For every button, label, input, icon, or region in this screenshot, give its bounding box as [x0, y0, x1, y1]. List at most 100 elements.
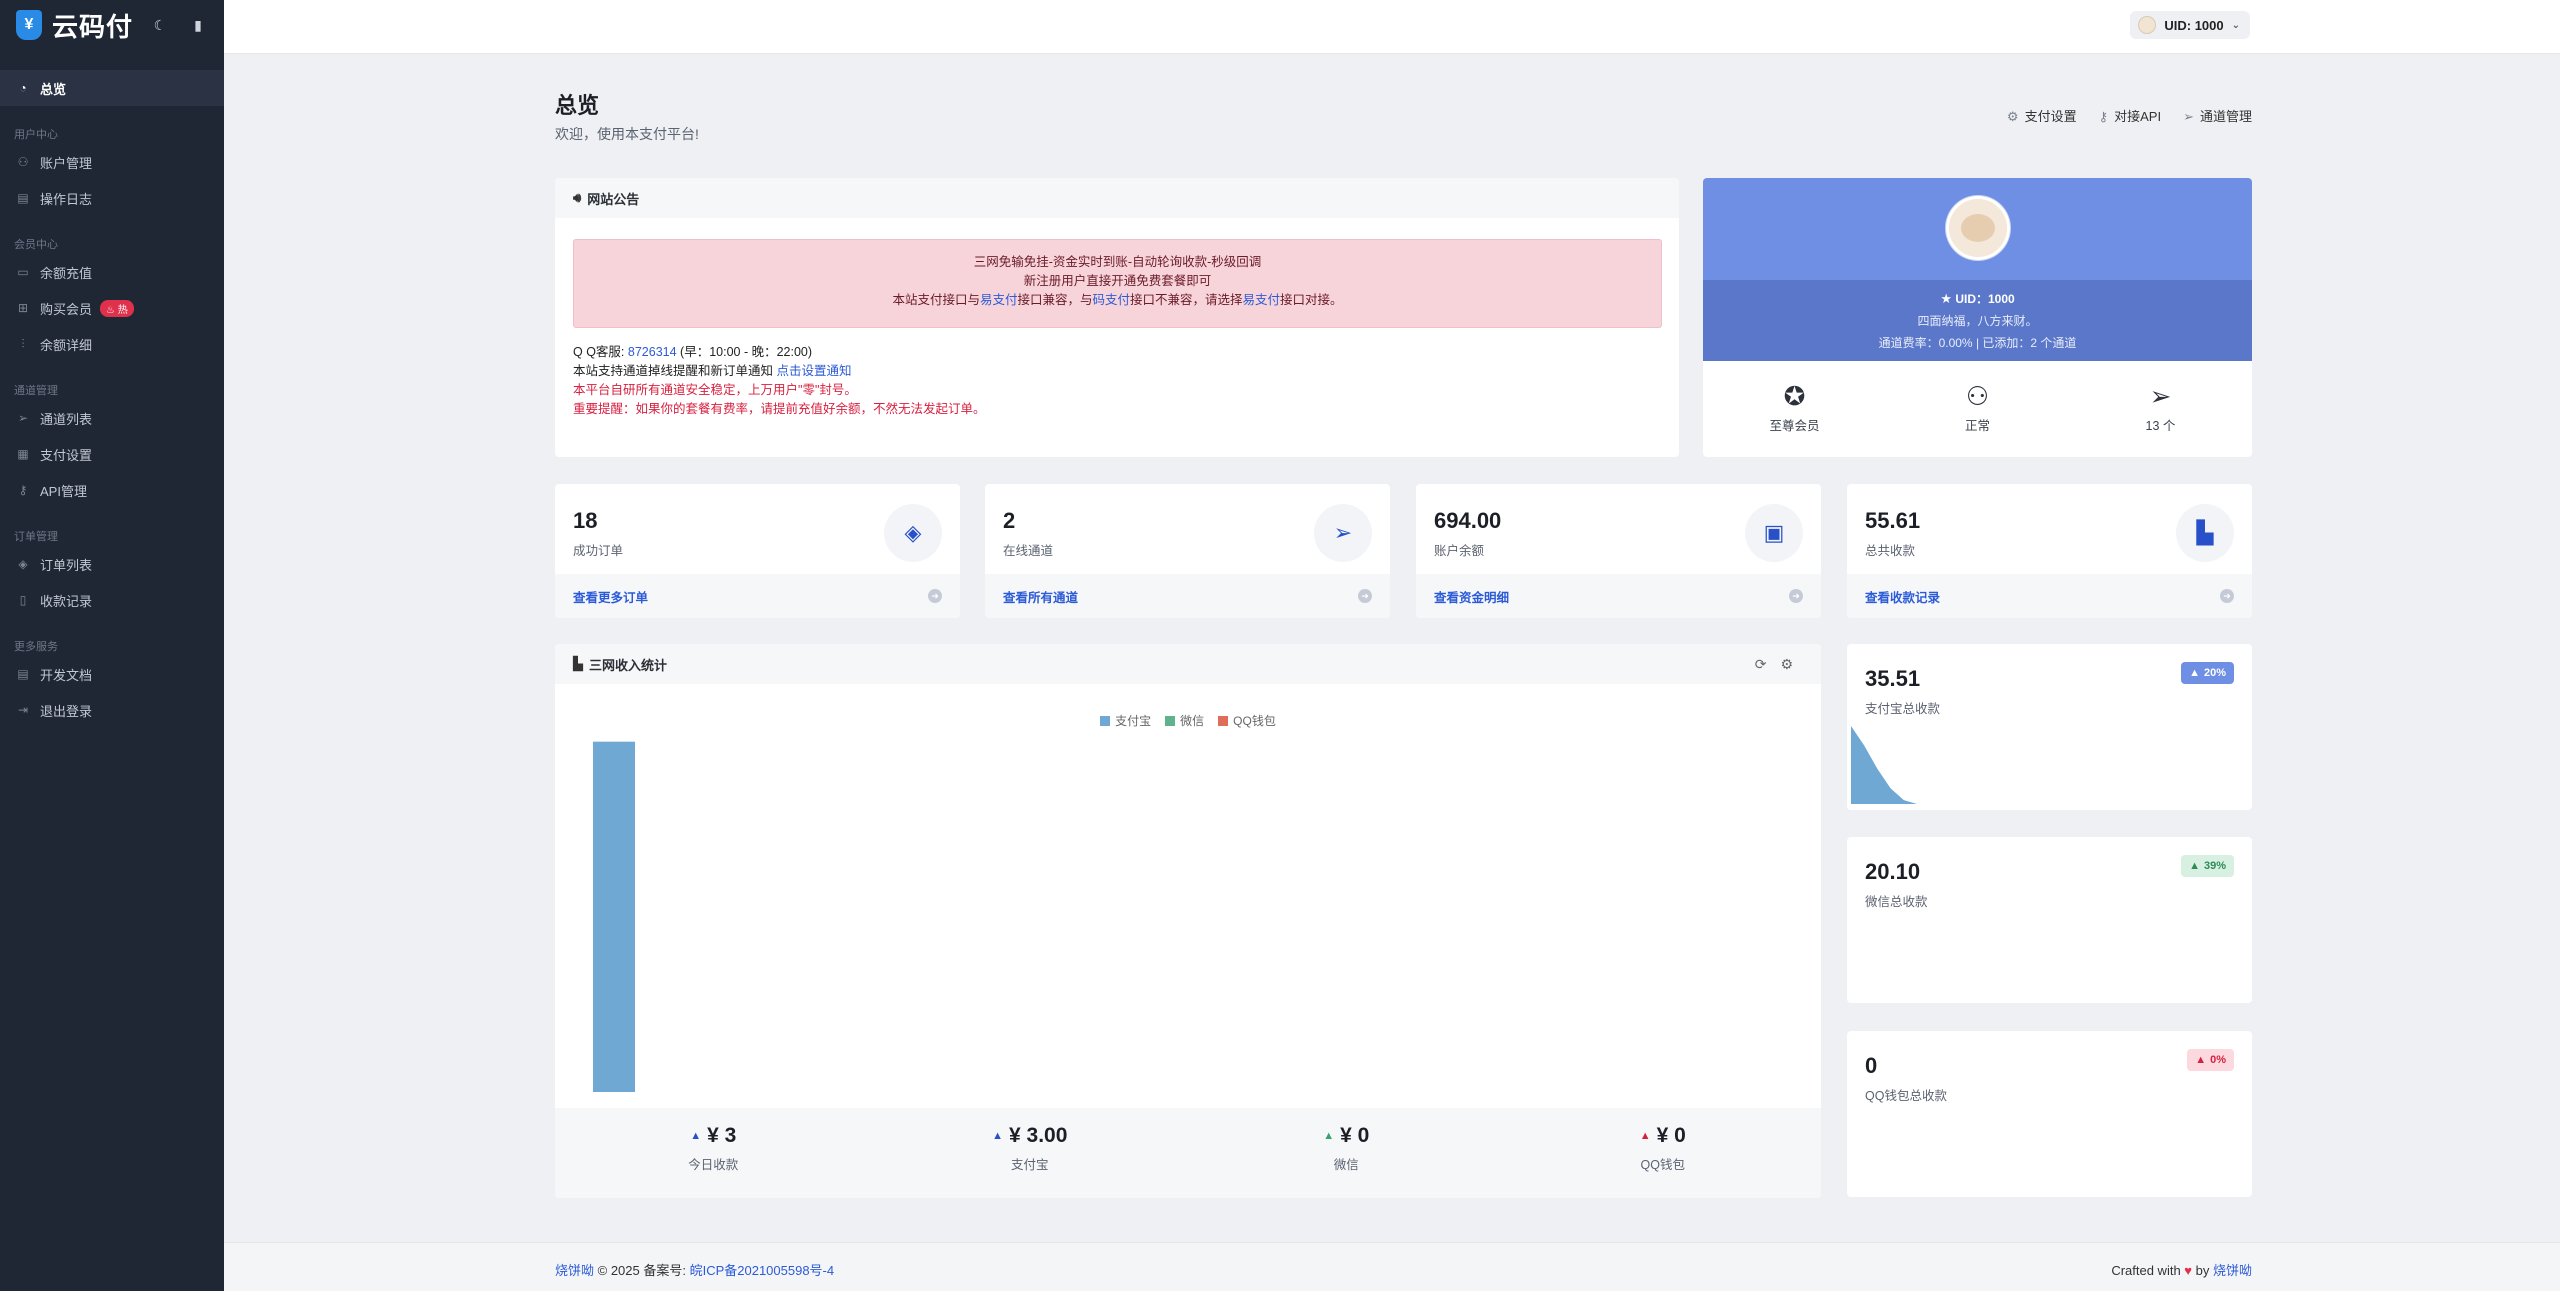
sidebar-item-docs[interactable]: ▤ 开发文档 — [0, 656, 224, 692]
trend-badge: ▲ 20% — [2181, 662, 2234, 684]
sidebar-item-pay-settings[interactable]: ▦ 支付设置 — [0, 436, 224, 472]
epay-link[interactable]: 易支付 — [979, 293, 1018, 307]
diamond-icon: ◈ — [884, 504, 942, 562]
sparkline-area — [1851, 726, 1917, 804]
award-icon: ✪ — [1783, 381, 1806, 411]
page-title: 总览 — [555, 93, 600, 118]
mini-label: QQ钱包总收款 — [1865, 1089, 1947, 1103]
stat-link[interactable]: 查看更多订单 ➜ — [555, 574, 960, 618]
sidebar-item-api[interactable]: ⚷ API管理 — [0, 472, 224, 508]
arrow-up-icon: ▲ — [1639, 1130, 1651, 1142]
sidebar-item-buy-vip[interactable]: ⊞ 购买会员 ♨ 热 — [0, 290, 224, 326]
sidebar-section-title: 订单管理 — [14, 531, 58, 543]
profile-motto: 四面纳福，八方来财。 — [1917, 314, 2038, 328]
sidebar-item-account[interactable]: ⚇ 账户管理 — [0, 144, 224, 180]
epay-link[interactable]: 易支付 — [1242, 293, 1281, 307]
sidebar-item-log[interactable]: ▤ 操作日志 — [0, 180, 224, 216]
notify-settings-link[interactable]: 点击设置通知 — [776, 364, 852, 378]
stat-body: 55.61 总共收款 ▙ — [1847, 484, 2252, 574]
layers-icon: ◈ — [18, 557, 28, 571]
legend-item[interactable]: 微信 — [1165, 712, 1204, 729]
mini-label: 微信总收款 — [1865, 895, 1928, 909]
user-menu-button[interactable]: UID: 1000 ⌄ — [2130, 11, 2250, 39]
mini-value: 20.10 — [1865, 859, 1921, 884]
sidebar-item-overview[interactable]: ◔ 总览 — [0, 70, 224, 106]
stat-link[interactable]: 查看所有通道 ➜ — [985, 574, 1390, 618]
sidebar-item-label: 余额详细 — [40, 337, 93, 353]
send-icon: ➢ — [1314, 504, 1372, 562]
book-icon: ▯ — [19, 593, 27, 607]
notice-line: 新注册用户直接开通免费套餐即可 — [1023, 274, 1212, 288]
legend-item[interactable]: 支付宝 — [1100, 712, 1151, 729]
qq-support-line: Q Q客服: 8726314 (早：10:00 - 晚：22:00) — [573, 345, 813, 359]
stat-value: 694.00 — [1434, 508, 1502, 533]
doc-icon: ▤ — [17, 667, 29, 681]
profile-banner — [1703, 178, 2252, 280]
chart-title: 三网收入统计 — [589, 657, 668, 673]
sidebar-item-label: 收款记录 — [40, 593, 93, 609]
legend-label: 支付宝 — [1115, 714, 1152, 728]
footer-left: 烧饼呦 © 2025 备案号: 皖ICP备2021005598号-4 — [555, 1263, 835, 1278]
stat-body: 18 成功订单 ◈ — [555, 484, 960, 574]
profile-stat-status[interactable]: ⚇ 正常 — [1964, 381, 1990, 433]
stat-card-orders: 18 成功订单 ◈ 查看更多订单 ➜ — [555, 484, 960, 618]
stat-body: 694.00 账户余额 ▣ — [1416, 484, 1821, 574]
profile-stat-level[interactable]: ✪ 至尊会员 — [1769, 381, 1820, 433]
mini-card-alipay: 35.51 支付宝总收款 ▲ 20% — [1847, 644, 2252, 810]
sidebar-item-label: API管理 — [40, 483, 87, 499]
send-icon: ➢ — [2183, 109, 2194, 124]
quick-link-pay-settings[interactable]: ⚙ 支付设置 — [2006, 109, 2077, 124]
summary-alipay: ▲ ¥ 3.00 支付宝 — [872, 1108, 1189, 1198]
mini-value: 0 — [1865, 1053, 1878, 1078]
bar-支付宝[interactable] — [593, 741, 635, 1092]
hot-badge: ♨ 热 — [100, 299, 134, 317]
stat-label: 账户余额 — [1434, 544, 1485, 558]
chart-header: ▙ 三网收入统计 — [555, 644, 1821, 684]
sidebar-section-title: 会员中心 — [14, 239, 58, 251]
summary-label: QQ钱包 — [1640, 1158, 1685, 1172]
stat-value: 55.61 — [1865, 508, 1921, 533]
sidebar-item-label: 开发文档 — [40, 667, 93, 683]
mini-value: 35.51 — [1865, 666, 1921, 691]
arrow-up-icon: ▲ — [1323, 1130, 1335, 1142]
avatar-face — [1960, 214, 1995, 242]
chevron-down-icon: ⌄ — [2231, 19, 2240, 31]
author-link[interactable]: 烧饼呦 — [2212, 1263, 2252, 1278]
brand-logo-icon[interactable]: ¥ — [16, 10, 42, 40]
mini-label: 支付宝总收款 — [1865, 702, 1941, 716]
uid-label: UID: 1000 — [2164, 17, 2224, 33]
trend-badge: ▲ 0% — [2187, 1049, 2234, 1071]
quick-link-api[interactable]: ⚷ 对接API — [2098, 109, 2162, 124]
profile-info: ★ UID：1000 四面纳福，八方来财。 通道费率：0.00% | 已添加：2… — [1703, 280, 2252, 361]
footer-brand-link[interactable]: 烧饼呦 — [555, 1263, 595, 1278]
sidebar-item-balance-detail[interactable]: ⫶ 余额详细 — [0, 326, 224, 362]
summary-label: 支付宝 — [1010, 1158, 1049, 1172]
stat-link[interactable]: 查看收款记录 ➜ — [1847, 574, 2252, 618]
wallet-icon: ▣ — [1745, 504, 1803, 562]
gift-icon: ⊞ — [17, 301, 29, 315]
brand-name: 云码付 — [52, 11, 134, 42]
sidebar-item-recharge[interactable]: ▭ 余额充值 — [0, 254, 224, 290]
stat-card-balance: 694.00 账户余额 ▣ 查看资金明细 ➜ — [1416, 484, 1821, 618]
refresh-icon[interactable]: ⟳ — [1754, 656, 1767, 672]
arrow-up-icon: ▲ — [2189, 667, 2200, 679]
mini-card-qq: 0 QQ钱包总收款 ▲ 0% — [1847, 1031, 2252, 1197]
sidebar-item-receipts[interactable]: ▯ 收款记录 — [0, 582, 224, 618]
sidebar-item-logout[interactable]: ⇥ 退出登录 — [0, 692, 224, 728]
stat-link[interactable]: 查看资金明细 ➜ — [1416, 574, 1821, 618]
qq-number-link[interactable]: 8726314 — [627, 345, 677, 359]
gear-icon[interactable]: ⚙ — [1780, 656, 1793, 672]
dark-mode-toggle-icon[interactable]: ☾ — [153, 16, 167, 33]
sidebar-item-label: 总览 — [40, 81, 67, 97]
sidebar-item-orders[interactable]: ◈ 订单列表 — [0, 546, 224, 582]
stat-card-channels: 2 在线通道 ➢ 查看所有通道 ➜ — [985, 484, 1390, 618]
profile-stat-count[interactable]: ➢ 13 个 — [2145, 381, 2176, 433]
sidebar-toggle-icon[interactable]: ▮ — [194, 16, 202, 33]
icp-link[interactable]: 皖ICP备2021005598号-4 — [689, 1263, 835, 1278]
quick-link-channels[interactable]: ➢ 通道管理 — [2183, 109, 2252, 124]
stat-label: 总共收款 — [1865, 544, 1916, 558]
sidebar-item-channel-list[interactable]: ➢ 通道列表 — [0, 400, 224, 436]
legend-item[interactable]: QQ钱包 — [1218, 712, 1276, 729]
page-subtitle: 欢迎，使用本支付平台! — [555, 126, 699, 142]
codepay-link[interactable]: 码支付 — [1092, 293, 1130, 307]
